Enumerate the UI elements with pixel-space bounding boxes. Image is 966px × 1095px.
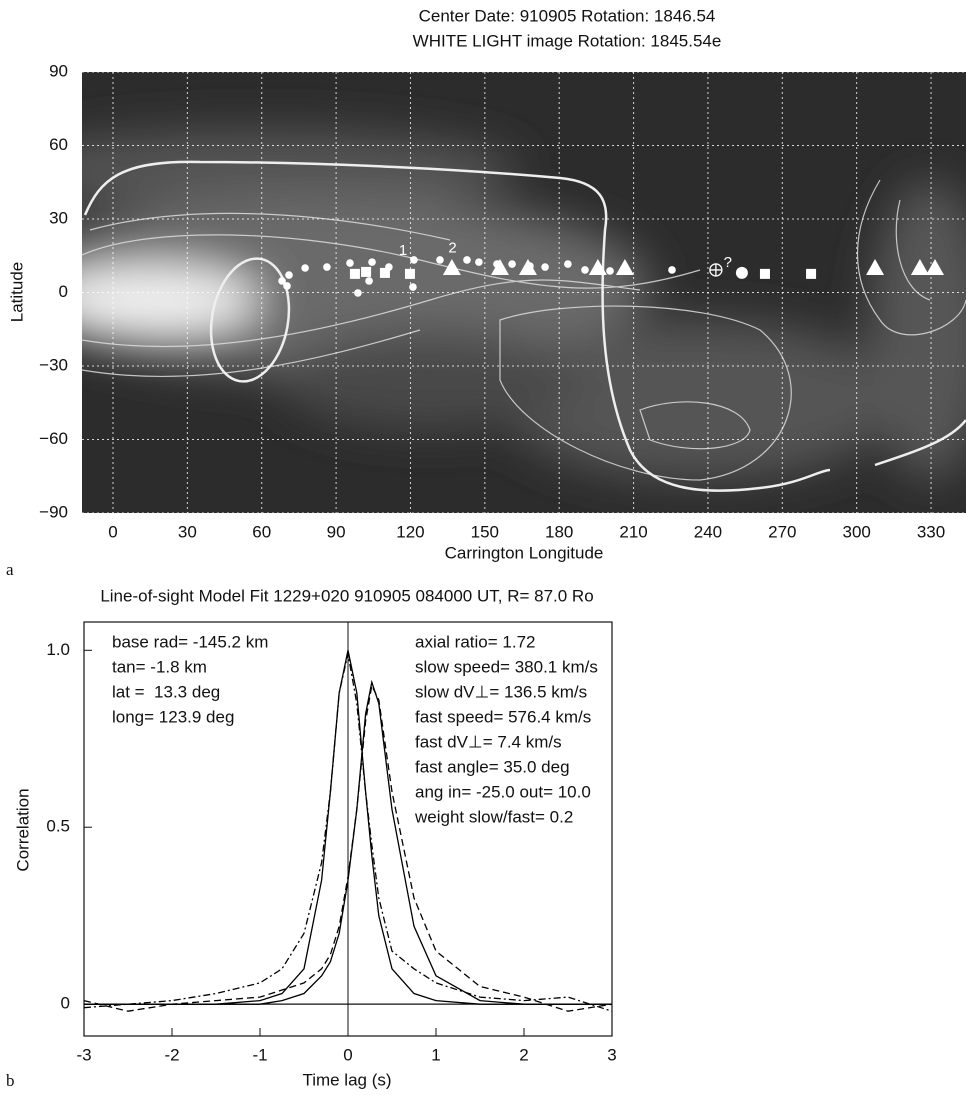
fit-parameter: weight slow/fast= 0.2 — [414, 807, 573, 826]
x-tick-label: 2 — [519, 1045, 528, 1064]
x-axis-label: Time lag (s) — [302, 1070, 391, 1089]
x-tick-label: -3 — [76, 1045, 91, 1064]
annotation: 1 — [399, 242, 407, 259]
y-tick-label: −30 — [39, 355, 68, 374]
x-tick-label: 90 — [327, 522, 346, 541]
x-tick-label: 0 — [108, 522, 117, 541]
chart-title: Center Date: 910905 Rotation: 1846.54 — [419, 6, 716, 25]
fit-parameter: tan= -1.8 km — [112, 657, 207, 676]
x-tick-label: -1 — [252, 1045, 267, 1064]
x-tick-label: 30 — [178, 522, 197, 541]
x-tick-label: -2 — [164, 1045, 179, 1064]
x-tick-label: 240 — [694, 522, 722, 541]
point — [283, 282, 291, 290]
fit-parameter: fast angle= 35.0 deg — [415, 757, 570, 776]
point — [463, 256, 471, 264]
chart-title: Line-of-sight Model Fit 1229+020 910905 … — [100, 586, 593, 605]
point — [285, 271, 293, 279]
point — [379, 267, 390, 278]
point — [606, 267, 614, 275]
point — [323, 263, 331, 271]
y-tick-label: 30 — [49, 208, 68, 227]
point — [709, 263, 723, 277]
point — [436, 256, 444, 264]
y-axis-label: Correlation — [13, 788, 32, 871]
panel-label: b — [6, 1071, 15, 1090]
fit-parameter: base rad= -145.2 km — [112, 632, 268, 651]
curve — [84, 650, 612, 1005]
point — [475, 258, 483, 266]
x-axis-label: Carrington Longitude — [445, 543, 604, 562]
x-tick-label: 330 — [917, 522, 945, 541]
point — [410, 256, 418, 264]
chart-subtitle: WHITE LIGHT image Rotation: 1845.54e — [413, 31, 722, 50]
x-tick-label: 0 — [343, 1045, 352, 1064]
y-tick-label: 1.0 — [46, 640, 70, 659]
x-tick-label: 300 — [842, 522, 870, 541]
point — [564, 260, 572, 268]
fit-parameter: fast speed= 576.4 km/s — [415, 707, 591, 726]
point — [508, 260, 516, 268]
x-tick-label: 180 — [545, 522, 573, 541]
x-tick-label: 270 — [768, 522, 796, 541]
point — [361, 266, 372, 277]
y-axis-label: Latitude — [7, 262, 26, 323]
point — [346, 259, 354, 267]
point — [365, 277, 373, 285]
point — [866, 259, 885, 275]
fit-parameter: slow dV⊥= 136.5 km/s — [415, 682, 587, 701]
point — [409, 283, 417, 291]
x-tick-label: 3 — [607, 1045, 616, 1064]
x-tick-label: 210 — [619, 522, 647, 541]
point — [735, 266, 748, 279]
point — [581, 266, 589, 274]
x-tick-label: 120 — [396, 522, 424, 541]
point — [442, 259, 461, 275]
curve — [83, 683, 613, 1012]
x-tick-label: 60 — [252, 522, 271, 541]
y-tick-label: 0 — [61, 994, 70, 1013]
point — [404, 268, 415, 279]
point — [354, 289, 362, 297]
point — [926, 259, 945, 275]
y-tick-label: −90 — [39, 502, 68, 521]
point — [668, 266, 676, 274]
point — [588, 259, 607, 275]
annotation: 2 — [448, 239, 456, 256]
point — [301, 264, 309, 272]
point — [910, 259, 929, 275]
x-tick-label: 1 — [431, 1045, 440, 1064]
annotation: ? — [724, 254, 732, 271]
point — [349, 268, 360, 279]
fit-parameter: axial ratio= 1.72 — [415, 632, 536, 651]
point — [278, 277, 286, 285]
point — [518, 259, 537, 275]
panel-label: a — [6, 560, 14, 579]
fit-parameter: ang in= -25.0 out= 10.0 — [415, 782, 591, 801]
fit-parameter: slow speed= 380.1 km/s — [415, 657, 598, 676]
point — [806, 268, 817, 279]
point — [615, 259, 634, 275]
fit-parameter: fast dV⊥= 7.4 km/s — [415, 732, 562, 751]
y-tick-label: −60 — [39, 429, 68, 448]
curve — [83, 653, 613, 1012]
point-cross — [709, 263, 722, 276]
y-tick-label: 0 — [59, 282, 68, 301]
point — [759, 268, 770, 279]
fit-parameter: long= 123.9 deg — [112, 707, 234, 726]
x-tick-label: 150 — [471, 522, 499, 541]
y-tick-label: 0.5 — [46, 817, 70, 836]
point — [368, 258, 376, 266]
point — [541, 263, 549, 271]
point — [490, 259, 509, 275]
y-tick-label: 90 — [49, 61, 68, 80]
y-tick-label: 60 — [49, 135, 68, 154]
fit-parameter: lat = 13.3 deg — [112, 682, 220, 701]
